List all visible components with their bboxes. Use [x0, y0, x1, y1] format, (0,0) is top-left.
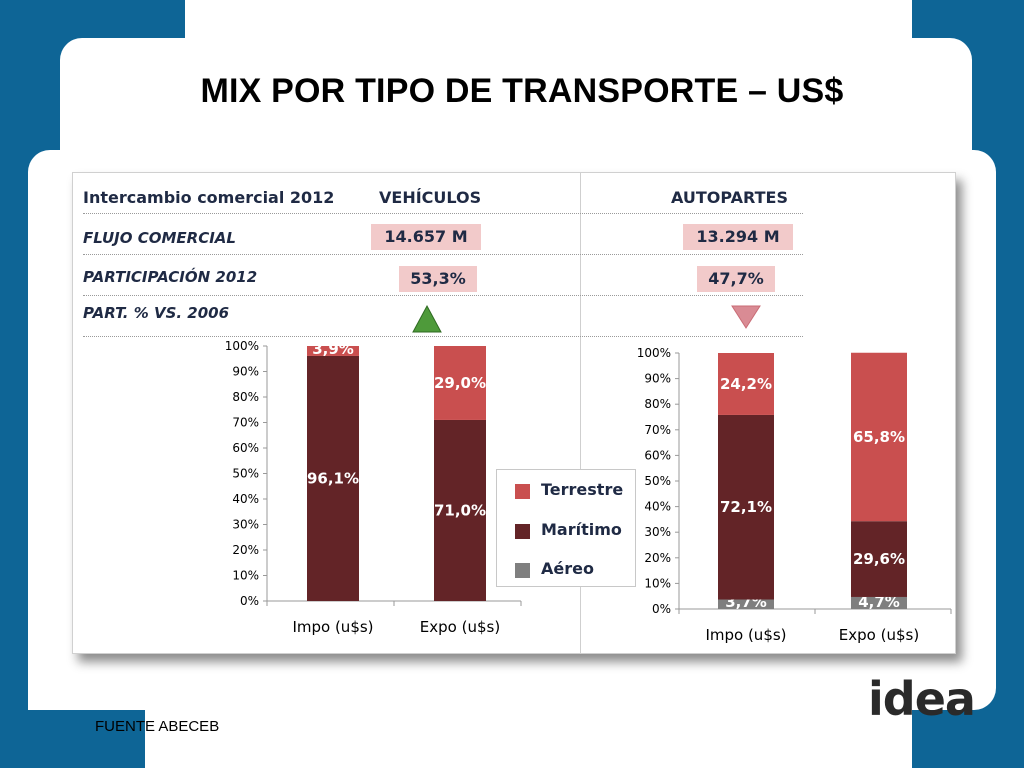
y-tick-label: 30% — [232, 518, 259, 532]
chart-panel: Intercambio comercial 2012 VEHÍCULOS AUT… — [72, 172, 956, 654]
bar-terrestre — [434, 346, 486, 420]
col-autopartes: AUTOPARTES — [671, 188, 789, 207]
row-divider — [83, 213, 803, 214]
y-tick-label: 0% — [240, 594, 259, 608]
vehiculos-chart: 0% 10% 20% 30% 40% 50% 60% 70% 80% 90% 100% 96,1% 3,… — [225, 339, 522, 636]
slide-title: MIX POR TIPO DE TRANSPORTE – US$ — [200, 72, 844, 110]
legend-swatch-aereo — [515, 563, 530, 578]
y-tick-label: 70% — [232, 416, 259, 430]
data-label: 29,6% — [853, 550, 905, 568]
y-tick-label: 80% — [644, 397, 671, 411]
y-tick-label: 10% — [644, 576, 671, 590]
legend-label-terrestre: Terrestre — [541, 480, 624, 499]
idea-logo: idea — [868, 672, 976, 726]
data-label: 65,8% — [853, 428, 905, 446]
y-tick-label: 20% — [232, 543, 259, 557]
bar-maritimo — [307, 355, 359, 601]
row-label-flujo: FLUJO COMERCIAL — [83, 229, 236, 247]
data-label: 72,1% — [720, 498, 772, 516]
y-tick-label: 60% — [644, 448, 671, 462]
bar-terrestre — [307, 346, 359, 356]
bar-terrestre — [718, 353, 774, 415]
y-tick-label: 50% — [232, 467, 259, 481]
data-label: 71,0% — [434, 501, 486, 519]
y-tick-label: 100% — [637, 346, 671, 360]
legend-label-maritimo: Marítimo — [541, 520, 622, 539]
autopartes-chart: 0%10%20%30%40%50%60%70%80%90%100%3,7%72,… — [637, 346, 952, 644]
row-divider — [83, 336, 803, 337]
legend-swatch-maritimo — [515, 524, 530, 539]
y-tick-label: 90% — [232, 365, 259, 379]
data-label: 96,1% — [307, 469, 359, 487]
table-header-label: Intercambio comercial 2012 — [83, 188, 335, 207]
y-tick-label: 20% — [644, 551, 671, 565]
y-tick-label: 70% — [644, 423, 671, 437]
data-label: 4,7% — [858, 593, 900, 611]
row-divider — [83, 254, 803, 255]
col-vehiculos: VEHÍCULOS — [379, 188, 482, 207]
category-label: Impo (u$s) — [292, 618, 373, 636]
chart-legend: Terrestre Marítimo Aéreo — [496, 469, 636, 587]
bar-maritimo — [434, 419, 486, 601]
bar-aereo — [851, 596, 907, 609]
content-card-bottom-left — [28, 680, 198, 710]
y-tick-label: 60% — [232, 441, 259, 455]
bar-maritimo — [851, 521, 907, 597]
y-tick-label: 40% — [644, 500, 671, 514]
row-label-part-vs-2006: PART. % VS. 2006 — [83, 304, 230, 322]
y-tick-label: 0% — [652, 602, 671, 616]
value-flujo-vehiculos: 14.657 M — [371, 224, 481, 250]
data-label: 3,9% — [312, 340, 354, 358]
y-tick-label: 30% — [644, 525, 671, 539]
y-tick-label: 10% — [232, 569, 259, 583]
data-label: 24,2% — [720, 375, 772, 393]
triangle-down-icon — [731, 305, 761, 329]
legend-label-aereo: Aéreo — [541, 559, 594, 578]
source-note: FUENTE ABECEB — [95, 718, 220, 735]
data-label: 29,0% — [434, 374, 486, 392]
content-card-bottom — [145, 660, 885, 768]
y-tick-label: 50% — [644, 474, 671, 488]
bar-maritimo — [718, 414, 774, 600]
value-participacion-autopartes: 47,7% — [697, 266, 775, 292]
legend-swatch-terrestre — [515, 484, 530, 499]
panel-divider — [580, 173, 581, 653]
bar-terrestre — [851, 352, 907, 522]
y-tick-label: 90% — [644, 372, 671, 386]
y-tick-label: 80% — [232, 390, 259, 404]
y-tick-label: 100% — [225, 339, 259, 353]
category-label: Expo (u$s) — [839, 626, 919, 644]
value-flujo-autopartes: 13.294 M — [683, 224, 793, 250]
value-participacion-vehiculos: 53,3% — [399, 266, 477, 292]
y-tick-label: 40% — [232, 492, 259, 506]
category-label: Expo (u$s) — [420, 618, 500, 636]
row-label-participacion: PARTICIPACIÓN 2012 — [83, 268, 258, 286]
row-divider — [83, 295, 803, 296]
category-label: Impo (u$s) — [705, 626, 786, 644]
bar-aereo — [718, 599, 774, 609]
triangle-up-icon — [412, 304, 442, 333]
